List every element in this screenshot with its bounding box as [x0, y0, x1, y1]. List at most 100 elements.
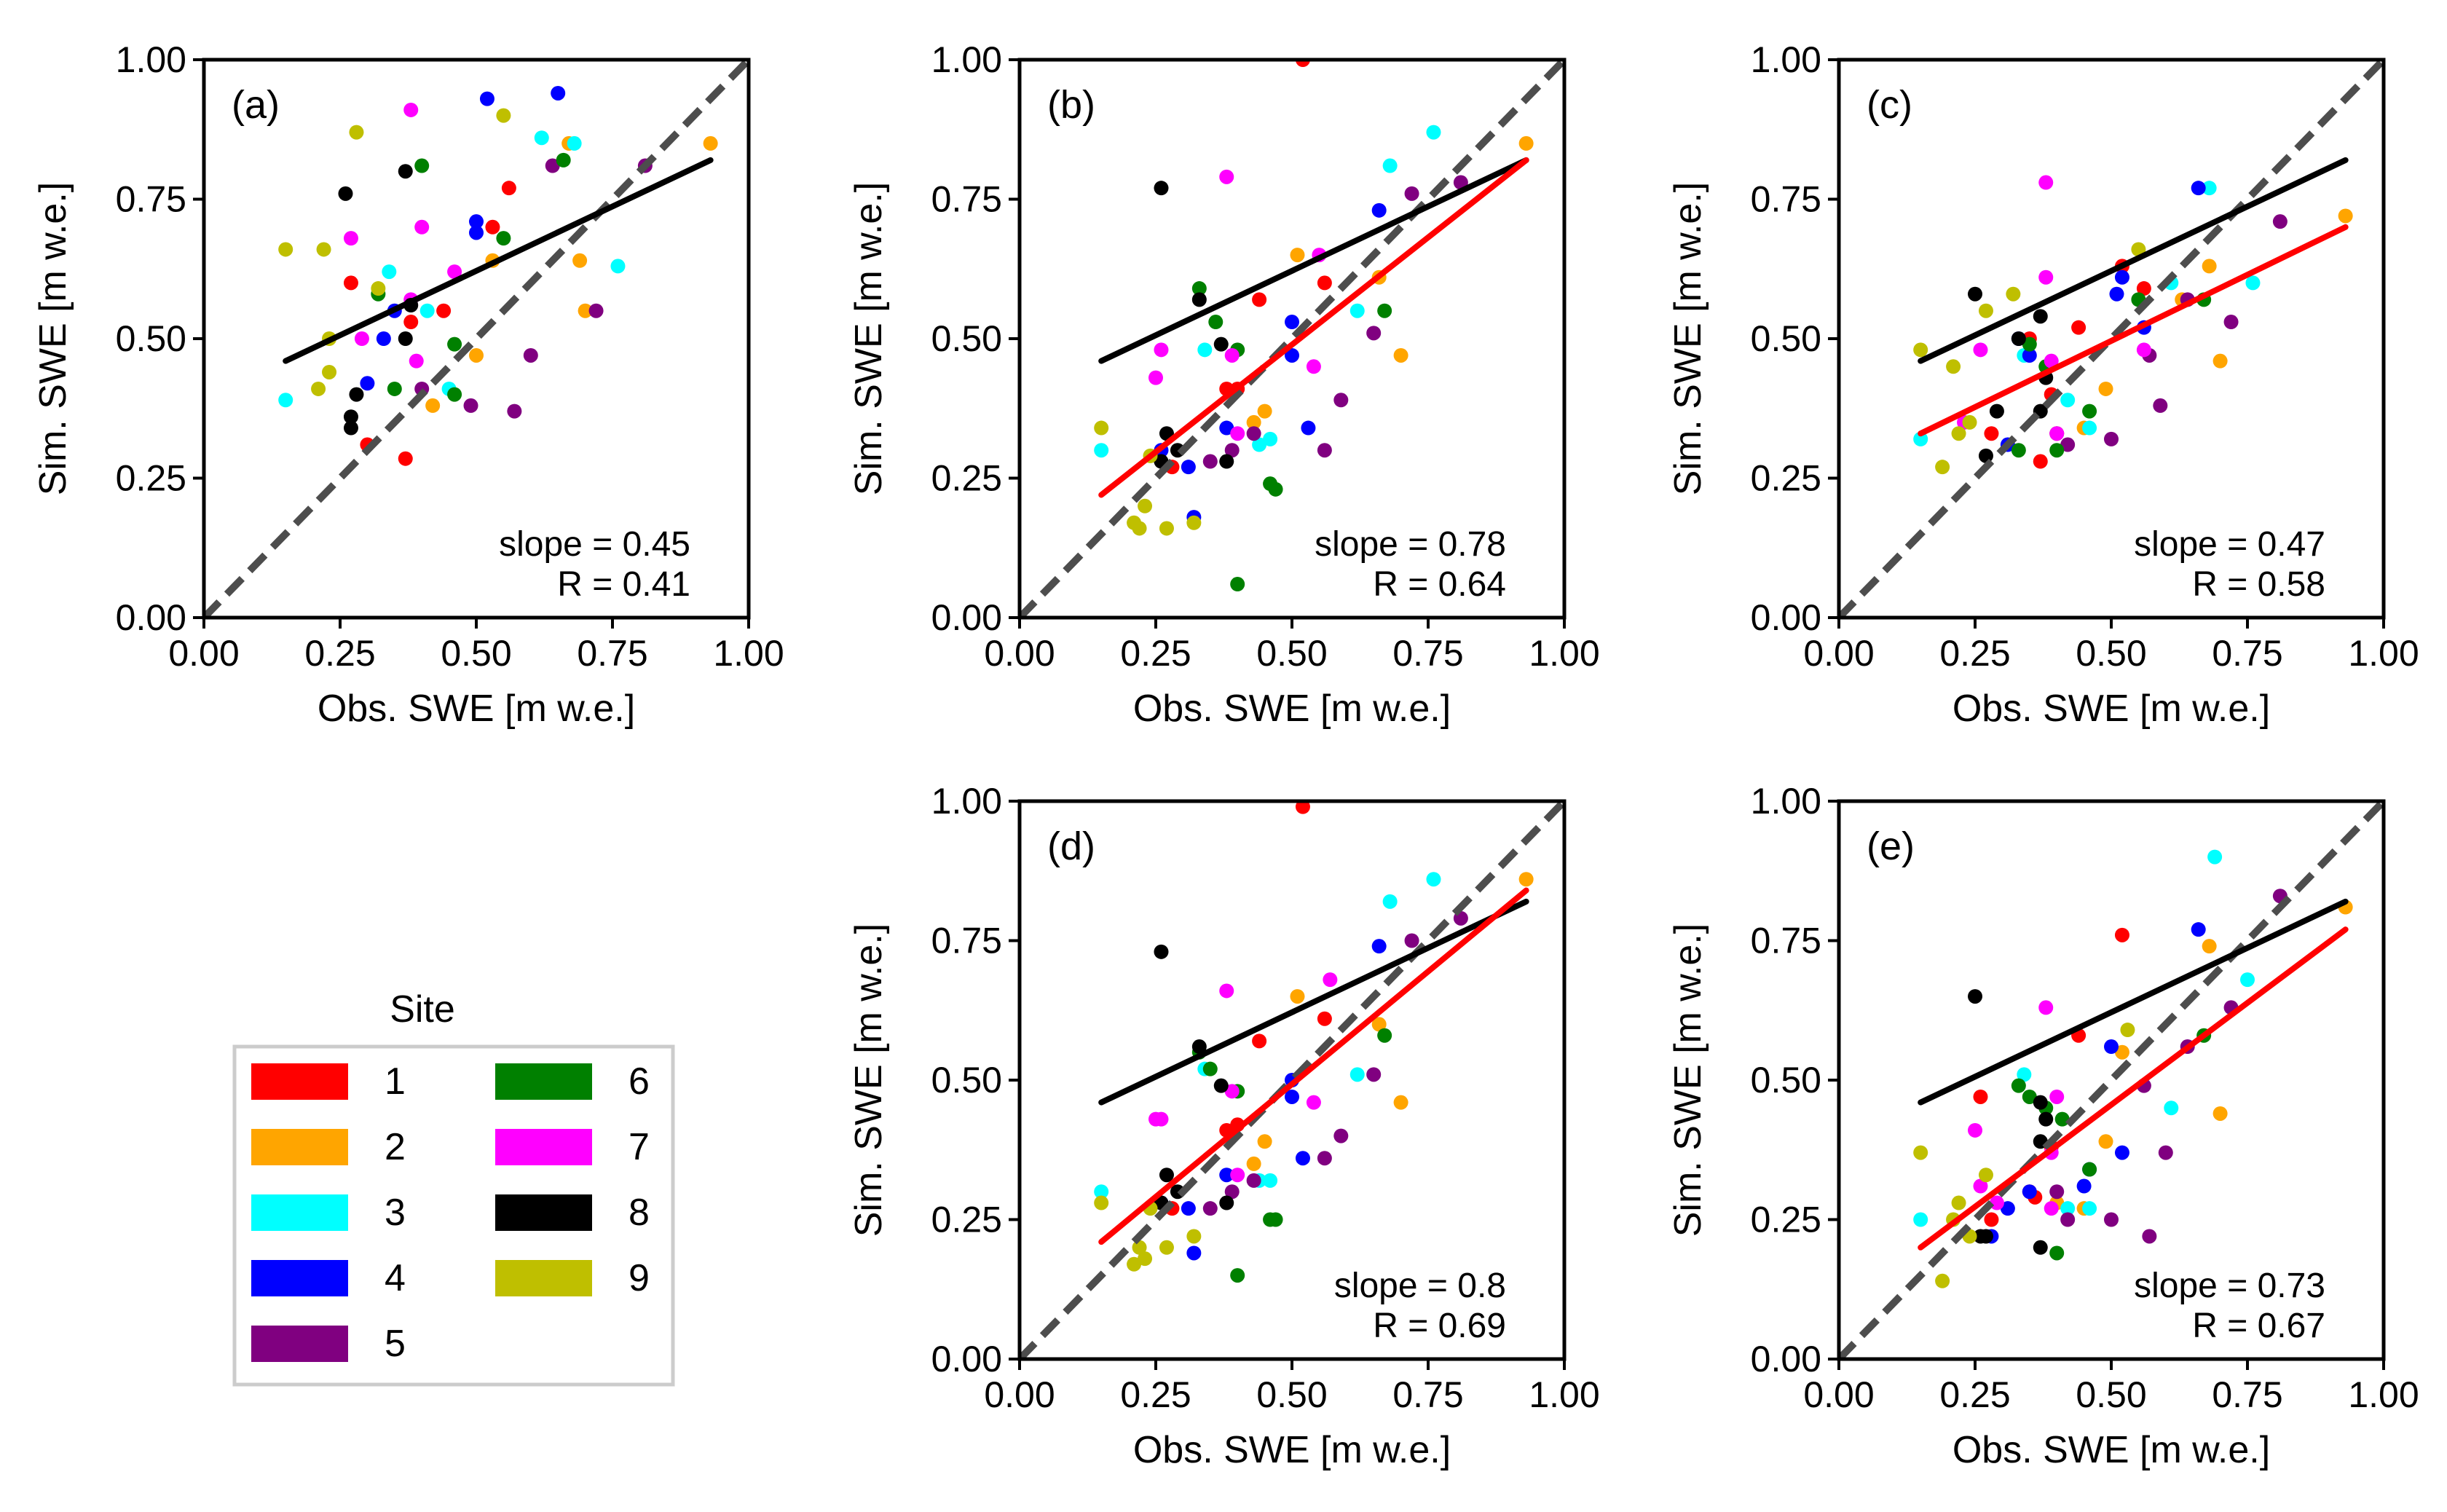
black-fit-line: [1918, 898, 2349, 1106]
data-point: [1989, 1195, 2004, 1210]
axes-frame: [1017, 799, 1567, 1361]
y-tick-label: 1.00: [1751, 39, 1821, 80]
plot-area-e: [1839, 801, 2384, 1359]
data-point: [588, 303, 604, 318]
y-tick-label: 1.00: [116, 39, 186, 80]
legend-entry-site-6: 6: [495, 1060, 650, 1103]
data-point: [1913, 1212, 1928, 1227]
data-point: [1393, 1095, 1408, 1110]
x-tick-label: 0.25: [1120, 1374, 1191, 1415]
data-point: [322, 364, 337, 379]
axes-frame: [1837, 58, 2386, 620]
data-point: [403, 315, 419, 330]
data-point: [1191, 292, 1207, 307]
legend-swatch: [251, 1260, 348, 1296]
data-point: [1246, 426, 1261, 441]
data-point: [1257, 403, 1272, 419]
data-point: [2033, 454, 2048, 469]
x-tick-label: 0.50: [441, 633, 511, 674]
legend-swatch: [495, 1194, 592, 1231]
legend-entry-site-8: 8: [495, 1192, 650, 1234]
data-point: [2109, 286, 2124, 302]
legend-label: 6: [629, 1060, 650, 1103]
data-point: [2038, 1000, 2054, 1015]
x-tick-label: 0.00: [984, 1374, 1055, 1415]
data-point: [610, 259, 626, 274]
y-tick-label: 0.00: [1751, 1339, 1821, 1379]
data-point: [2104, 1212, 2119, 1227]
data-point: [2011, 1078, 2026, 1093]
data-point: [2158, 1145, 2173, 1160]
data-point: [414, 158, 430, 173]
legend-label: 8: [629, 1192, 650, 1234]
r-annotation: R = 0.67: [2192, 1307, 2325, 1345]
data-point: [2202, 181, 2217, 196]
data-point: [1219, 420, 1234, 436]
data-point: [2006, 286, 2021, 302]
data-point: [1208, 315, 1224, 330]
y-tick-label: 0.25: [1751, 458, 1821, 499]
data-point: [1426, 872, 1441, 887]
data-point: [1219, 454, 1234, 469]
x-axis-label: Obs. SWE [m w.e.]: [1133, 688, 1451, 730]
slope-annotation: slope = 0.45: [499, 525, 690, 564]
data-point: [469, 214, 484, 229]
data-point: [545, 158, 560, 173]
data-point: [371, 281, 386, 296]
data-point: [2060, 1201, 2076, 1216]
data-point: [1317, 1151, 1332, 1166]
data-point: [1094, 443, 1109, 458]
data-point: [2017, 1067, 2032, 1082]
black-fit-line: [1098, 157, 1529, 364]
data-point: [556, 152, 571, 168]
data-point: [2082, 1201, 2097, 1216]
data-point: [1181, 460, 1196, 475]
data-point: [523, 347, 538, 363]
x-axis-label: Obs. SWE [m w.e.]: [318, 688, 635, 730]
data-point: [1989, 403, 2004, 419]
data-point: [1246, 1156, 1261, 1171]
x-tick-label: 0.00: [1803, 1374, 1874, 1415]
data-point: [1252, 292, 1267, 307]
data-point: [1213, 336, 1229, 352]
legend-entry-site-5: 5: [251, 1323, 406, 1365]
data-point: [469, 225, 484, 240]
r-annotation: R = 0.58: [2192, 565, 2325, 604]
data-point: [447, 336, 462, 352]
data-point: [2191, 922, 2206, 937]
data-point: [2098, 1134, 2113, 1149]
legend-entry-site-9: 9: [495, 1257, 650, 1299]
data-point: [1154, 181, 1169, 196]
data-point: [496, 108, 511, 123]
data-point: [419, 303, 435, 318]
x-tick-label: 0.25: [1939, 633, 2010, 674]
data-point: [360, 376, 375, 391]
data-point: [2049, 426, 2065, 441]
data-point: [534, 130, 549, 146]
data-point: [1202, 1201, 1218, 1216]
data-point: [398, 451, 413, 466]
data-point: [551, 85, 566, 101]
data-point: [2022, 1089, 2037, 1104]
panel-e: 0.000.00 0.25 0.25 0.50 0.50 0.75 0.75 1.00 1.00…: [1667, 781, 2419, 1471]
data-point: [2033, 309, 2048, 324]
data-point: [1978, 1229, 1993, 1244]
data-point: [447, 264, 462, 280]
data-point: [1968, 989, 1982, 1004]
data-point: [1191, 1039, 1207, 1055]
data-point: [496, 231, 511, 246]
data-point: [463, 398, 478, 413]
red-fit-line: [1918, 224, 2349, 437]
data-point: [343, 420, 358, 436]
data-point: [278, 393, 293, 408]
plot-area-d: [1020, 801, 1564, 1359]
legend-label: 4: [385, 1257, 406, 1299]
y-axis-label: Sim. SWE [m w.e.]: [1667, 182, 1709, 496]
data-point: [2044, 353, 2059, 369]
data-point: [1935, 1273, 1950, 1288]
x-tick-label: 1.00: [1529, 1374, 1599, 1415]
data-point: [1285, 315, 1299, 330]
data-point: [1973, 1089, 1988, 1104]
plot-area-a: [204, 60, 749, 618]
